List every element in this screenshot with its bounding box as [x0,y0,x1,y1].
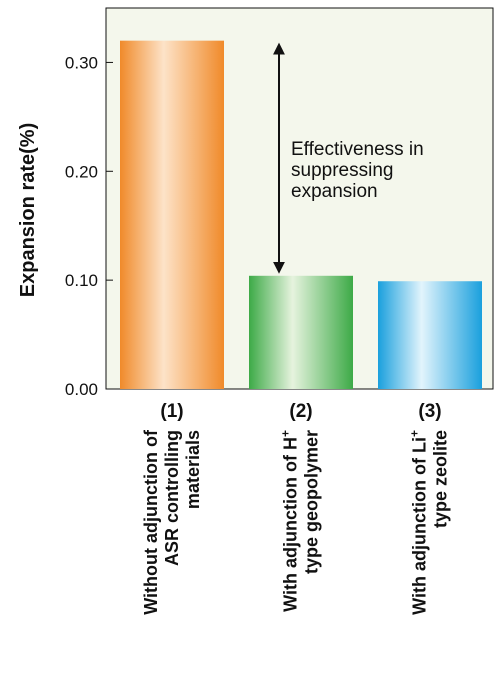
category-label: type zeolite [431,430,451,528]
category-number: (3) [418,401,441,422]
y-tick-label: 0.30 [65,53,98,72]
x-category-labels: (1) Without adjunction of ASR controlling m… [141,401,451,615]
category-label: materials [183,430,203,509]
category-label: ASR controlling [162,430,182,566]
bar-2 [249,275,353,389]
category-number: (1) [160,401,183,422]
annotation-text: Effectiveness in suppressing expansion [291,139,424,202]
bar-3 [378,281,482,389]
category-label: With adjunction of H+ [279,430,301,612]
category-label: type geopolymer [302,430,322,574]
y-axis-label: Expansion rate(%) [17,123,39,297]
bar-1 [120,40,224,390]
category-number: (2) [289,401,312,422]
annotation-group: Effectiveness in suppressing expansion [273,42,424,274]
bars-group [120,40,482,390]
category-label: Without adjunction of [141,429,161,615]
y-tick-label: 0.00 [65,380,98,399]
category-label: With adjunction of Li+ [408,430,430,615]
y-tick-label: 0.10 [65,271,98,290]
y-tick-label: 0.20 [65,162,98,181]
y-axis: 0.00 0.10 0.20 0.30 [65,53,113,399]
